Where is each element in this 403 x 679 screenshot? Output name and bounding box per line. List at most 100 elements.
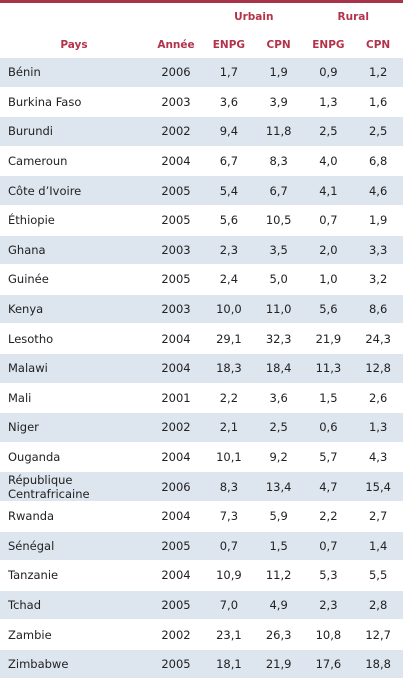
cell-rural-cpn: 1,9 <box>353 205 403 236</box>
cell-pays: Burkina Faso <box>0 87 148 118</box>
cell-rural-enpg: 0,7 <box>303 531 354 562</box>
table-row: Malawi 2004 18,3 18,4 11,3 12,8 <box>0 353 403 384</box>
cell-rural-enpg: 0,9 <box>303 58 354 88</box>
header-annee: Année <box>157 38 195 51</box>
table-row: Zambie 2002 23,1 26,3 10,8 12,7 <box>0 619 403 650</box>
cell-urbain-cpn: 4,9 <box>253 590 304 621</box>
cell-urbain-cpn: 21,9 <box>253 649 304 679</box>
table-row: Guinée 2005 2,4 5,0 1,0 3,2 <box>0 264 403 295</box>
cell-urbain-enpg: 5,4 <box>204 175 254 206</box>
cell-rural-cpn: 2,7 <box>353 501 403 532</box>
cell-annee: 2003 <box>148 294 204 325</box>
table-row: Bénin 2006 1,7 1,9 0,9 1,2 <box>0 58 403 88</box>
cell-rural-enpg: 11,3 <box>303 353 354 384</box>
cell-rural-cpn: 1,6 <box>353 87 403 118</box>
cell-urbain-enpg: 18,1 <box>204 649 254 679</box>
cell-urbain-enpg: 23,1 <box>204 619 254 650</box>
cell-rural-enpg: 2,3 <box>303 590 354 621</box>
cell-urbain-cpn: 11,8 <box>253 116 304 147</box>
cell-pays: Cameroun <box>0 146 148 177</box>
cell-urbain-cpn: 2,5 <box>253 412 304 443</box>
cell-urbain-enpg: 2,2 <box>204 383 254 414</box>
cell-urbain-enpg: 6,7 <box>204 146 254 177</box>
header-rural-cpn: CPN <box>366 38 391 51</box>
cell-urbain-enpg: 7,0 <box>204 590 254 621</box>
cell-rural-enpg: 5,6 <box>303 294 354 325</box>
cell-urbain-enpg: 10,9 <box>204 560 254 591</box>
cell-pays: Niger <box>0 412 148 443</box>
cell-rural-cpn: 8,6 <box>353 294 403 325</box>
cell-urbain-enpg: 2,4 <box>204 264 254 295</box>
cell-rural-cpn: 24,3 <box>353 323 403 354</box>
header-rural-enpg: ENPG <box>312 38 345 51</box>
cell-urbain-enpg: 1,7 <box>204 58 254 88</box>
cell-rural-enpg: 2,5 <box>303 116 354 147</box>
cell-urbain-enpg: 10,0 <box>204 294 254 325</box>
table-row: Côte d’Ivoire 2005 5,4 6,7 4,1 4,6 <box>0 175 403 206</box>
header-spacer <box>0 3 148 31</box>
cell-rural-cpn: 2,8 <box>353 590 403 621</box>
cell-urbain-enpg: 5,6 <box>204 205 254 236</box>
table-row: Sénégal 2005 0,7 1,5 0,7 1,4 <box>0 531 403 562</box>
cell-urbain-enpg: 9,4 <box>204 116 254 147</box>
cell-urbain-enpg: 10,1 <box>204 442 254 473</box>
cell-rural-cpn: 3,3 <box>353 235 403 266</box>
cell-annee: 2004 <box>148 560 204 591</box>
cell-pays: Kenya <box>0 294 148 325</box>
cell-annee: 2005 <box>148 175 204 206</box>
cell-annee: 2006 <box>148 58 204 88</box>
cell-annee: 2005 <box>148 649 204 679</box>
cell-urbain-enpg: 2,3 <box>204 235 254 266</box>
cell-annee: 2003 <box>148 87 204 118</box>
table-row: Ouganda 2004 10,1 9,2 5,7 4,3 <box>0 442 403 473</box>
header-group-row: Urbain Rural <box>0 3 403 31</box>
cell-rural-cpn: 2,5 <box>353 116 403 147</box>
table-row: Tanzanie 2004 10,9 11,2 5,3 5,5 <box>0 560 403 591</box>
table-row: Lesotho 2004 29,1 32,3 21,9 24,3 <box>0 323 403 354</box>
table-row: Rwanda 2004 7,3 5,9 2,2 2,7 <box>0 501 403 532</box>
cell-urbain-cpn: 1,5 <box>253 531 304 562</box>
cell-annee: 2002 <box>148 116 204 147</box>
cell-rural-enpg: 1,3 <box>303 87 354 118</box>
cell-pays: Burundi <box>0 116 148 147</box>
table-row: Ghana 2003 2,3 3,5 2,0 3,3 <box>0 235 403 266</box>
cell-urbain-cpn: 3,9 <box>253 87 304 118</box>
table-row: Tchad 2005 7,0 4,9 2,3 2,8 <box>0 590 403 621</box>
table-row: Cameroun 2004 6,7 8,3 4,0 6,8 <box>0 146 403 177</box>
cell-pays: Tchad <box>0 590 148 621</box>
cell-urbain-cpn: 6,7 <box>253 175 304 206</box>
cell-rural-enpg: 0,6 <box>303 412 354 443</box>
cell-urbain-cpn: 18,4 <box>253 353 304 384</box>
header-spacer <box>148 3 204 31</box>
cell-rural-cpn: 4,3 <box>353 442 403 473</box>
cell-pays: Côte d’Ivoire <box>0 175 148 206</box>
cell-pays: Lesotho <box>0 323 148 354</box>
cell-rural-enpg: 4,7 <box>303 471 354 502</box>
table-body: Bénin 2006 1,7 1,9 0,9 1,2 Burkina Faso 2003 3,6… <box>0 58 403 679</box>
cell-urbain-cpn: 32,3 <box>253 323 304 354</box>
cell-urbain-enpg: 18,3 <box>204 353 254 384</box>
data-table: Urbain Rural Pays Année ENPG CPN ENPG CP… <box>0 3 403 679</box>
cell-pays: Tanzanie <box>0 560 148 591</box>
header-urbain-cpn: CPN <box>266 38 291 51</box>
cell-rural-enpg: 10,8 <box>303 619 354 650</box>
cell-annee: 2004 <box>148 501 204 532</box>
cell-rural-enpg: 2,0 <box>303 235 354 266</box>
cell-pays: Ghana <box>0 235 148 266</box>
table-row: Éthiopie 2005 5,6 10,5 0,7 1,9 <box>0 205 403 236</box>
cell-rural-enpg: 17,6 <box>303 649 354 679</box>
cell-annee: 2004 <box>148 442 204 473</box>
cell-rural-cpn: 1,3 <box>353 412 403 443</box>
cell-rural-enpg: 1,5 <box>303 383 354 414</box>
cell-rural-cpn: 6,8 <box>353 146 403 177</box>
cell-pays: Ouganda <box>0 442 148 473</box>
cell-rural-cpn: 12,7 <box>353 619 403 650</box>
cell-urbain-cpn: 8,3 <box>253 146 304 177</box>
cell-pays: Éthiopie <box>0 205 148 236</box>
cell-annee: 2002 <box>148 412 204 443</box>
cell-pays: République Centrafricaine <box>0 471 148 502</box>
cell-rural-enpg: 2,2 <box>303 501 354 532</box>
cell-rural-enpg: 21,9 <box>303 323 354 354</box>
cell-rural-enpg: 0,7 <box>303 205 354 236</box>
